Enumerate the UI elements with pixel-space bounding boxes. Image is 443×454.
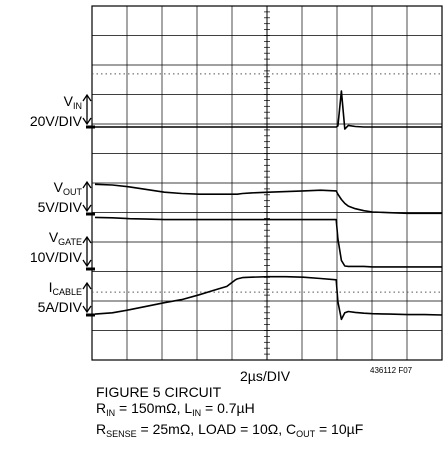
trace-vin	[95, 90, 442, 130]
scale-arrowhead-down	[82, 259, 92, 268]
vout-scale: 5V/DIV	[37, 199, 82, 215]
trace-vgate	[94, 216, 442, 268]
timebase-label: 2µs/DIV	[240, 368, 291, 384]
scope-traces	[94, 90, 443, 321]
ground-marker-vout	[86, 212, 95, 216]
figure-id: 436112 F07	[370, 366, 413, 375]
scale-arrowhead-down	[82, 305, 92, 314]
scale-arrowhead-up	[82, 180, 92, 189]
vin-scale: 20V/DIV	[29, 113, 82, 129]
ground-marker-vin	[86, 125, 95, 129]
scale-arrowhead-down	[82, 117, 92, 126]
vout-label: VOUT 5V/DIV	[37, 179, 82, 215]
icable-label: ICABLE 5A/DIV	[37, 279, 82, 315]
vgate-label: VGATE 10V/DIV	[29, 229, 82, 265]
trace-icable	[94, 275, 443, 321]
ground-marker-icable	[86, 313, 95, 317]
vin-label: VIN 20V/DIV	[29, 93, 82, 129]
vgate-scale: 10V/DIV	[29, 249, 82, 265]
icable-scale: 5A/DIV	[37, 299, 82, 315]
trace-vout	[94, 183, 442, 215]
figure-caption: FIGURE 5 CIRCUIT RIN = 150mΩ, LIN = 0.7µ…	[96, 384, 363, 442]
ground-marker-vgate	[86, 267, 95, 271]
caption-line-1: FIGURE 5 CIRCUIT	[96, 384, 222, 400]
scale-arrowhead-up	[82, 93, 92, 102]
ground-markers	[82, 93, 95, 317]
caption-line-3: RSENSE = 25mΩ, LOAD = 10Ω, COUT = 10µF	[96, 421, 364, 439]
scope-grid	[91, 5, 443, 361]
caption-line-2: RIN = 150mΩ, LIN = 0.7µH	[96, 400, 255, 418]
scale-arrowhead-down	[82, 204, 92, 213]
scale-arrowhead-up	[82, 281, 92, 290]
scale-arrowhead-up	[82, 235, 92, 244]
